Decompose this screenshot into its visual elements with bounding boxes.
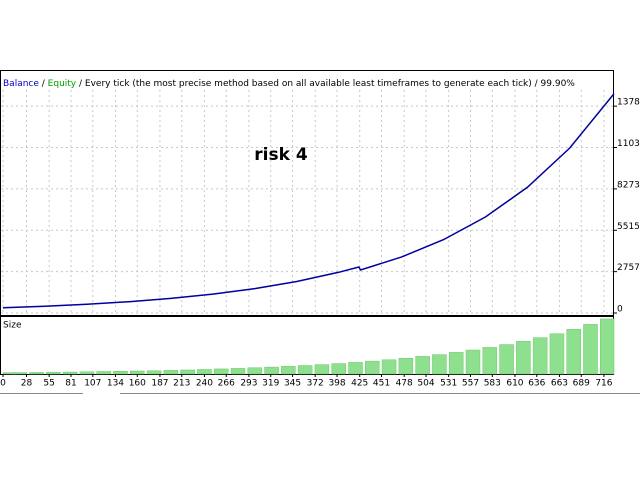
- x-tick-label: 213: [173, 379, 190, 389]
- grid: [1, 90, 613, 314]
- size-bar: [566, 329, 581, 375]
- size-bar: [281, 366, 296, 375]
- x-tick-label: 107: [84, 379, 101, 389]
- header: Balance / Equity / Every tick (the most …: [3, 79, 575, 89]
- balance-line: [2, 93, 615, 309]
- size-bar: [499, 344, 514, 375]
- size-bar: [600, 318, 615, 375]
- size-bar: [29, 372, 44, 375]
- size-bar: [432, 354, 447, 375]
- x-tick-label: 293: [240, 379, 257, 389]
- x-tick-label: 583: [484, 379, 501, 389]
- x-tick-label: 663: [551, 379, 568, 389]
- size-bar: [247, 367, 263, 375]
- x-tick-label: 372: [307, 379, 324, 389]
- size-bar: [365, 360, 380, 375]
- x-tick-label: 557: [462, 379, 479, 389]
- x-tick-label: 134: [107, 379, 124, 389]
- size-bar: [264, 366, 279, 375]
- size-bar: [96, 371, 111, 375]
- y-tick-label: 27579: [617, 263, 640, 273]
- size-title: Size: [3, 321, 22, 331]
- size-bar: [12, 372, 28, 375]
- x-tick-label: 478: [396, 379, 413, 389]
- annotation: risk 4: [254, 145, 308, 165]
- x-tick-label: 689: [573, 379, 590, 389]
- size-bar: [482, 347, 498, 375]
- y-tick-label: 137894: [617, 98, 640, 108]
- size-bar: [381, 359, 397, 375]
- x-tick-label: 636: [528, 379, 545, 389]
- y-tick-label: 82736: [617, 180, 640, 190]
- size-bar: [230, 368, 246, 375]
- size-bar: [516, 341, 531, 375]
- header-text: Every tick (the most precise method base…: [85, 79, 532, 89]
- x-tick-label: 504: [417, 379, 434, 389]
- x-tick-label: 0: [0, 379, 6, 389]
- size-bar: [79, 371, 95, 375]
- x-tick-label: 28: [21, 379, 33, 389]
- plot: [2, 93, 615, 375]
- x-tick-label: 81: [65, 379, 76, 389]
- size-bar: [130, 370, 145, 375]
- size-bar: [549, 333, 565, 375]
- size-bar: [398, 357, 414, 375]
- x-tick-label: 187: [151, 379, 168, 389]
- x-tick-label: 610: [506, 379, 523, 389]
- size-bar: [213, 368, 229, 375]
- y-tick-label: 0: [617, 305, 623, 315]
- size-bar: [62, 371, 78, 375]
- quality: 99.90%: [541, 79, 576, 89]
- size-bar: [113, 371, 128, 375]
- x-tick-label: 55: [43, 379, 54, 389]
- main-panel: [0, 70, 614, 316]
- size-bar: [46, 371, 61, 375]
- x-tick-label: 425: [351, 379, 368, 389]
- x-tick-label: 345: [284, 379, 301, 389]
- x-tick-label: 160: [129, 379, 146, 389]
- x-tick-label: 398: [328, 379, 345, 389]
- y-tick-label: 55157: [617, 222, 640, 232]
- size-bar: [297, 365, 313, 375]
- size-bar: [197, 369, 212, 375]
- legend-balance: Balance: [3, 79, 39, 89]
- size-bar: [163, 370, 179, 375]
- size-bar: [331, 363, 346, 375]
- x-tick-label: 716: [595, 379, 612, 389]
- size-bar: [415, 356, 430, 375]
- size-bar: [465, 349, 481, 375]
- separator: /: [532, 79, 541, 89]
- x-tick-label: 451: [373, 379, 390, 389]
- x-tick-label: 240: [196, 379, 213, 389]
- size-bar: [348, 362, 363, 375]
- size-bar: [180, 369, 195, 375]
- size-bar: [532, 337, 548, 375]
- x-tick-label: 266: [218, 379, 235, 389]
- separator: /: [76, 79, 85, 89]
- size-bar: [448, 352, 464, 375]
- size-bar: [314, 364, 330, 375]
- x-tick-label: 319: [262, 379, 279, 389]
- y-tick-label: 110315: [617, 139, 640, 149]
- separator: /: [39, 79, 48, 89]
- size-bar: [146, 370, 162, 375]
- legend-equity: Equity: [48, 79, 77, 89]
- x-tick-label: 531: [440, 379, 457, 389]
- size-bar: [583, 324, 598, 375]
